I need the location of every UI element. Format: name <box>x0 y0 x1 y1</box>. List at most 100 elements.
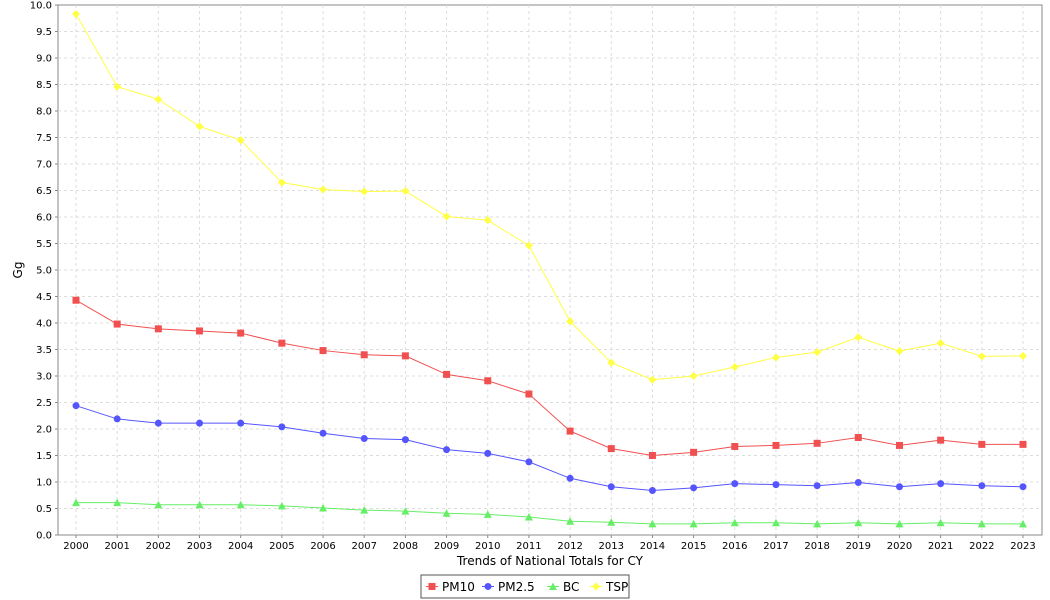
y-tick-label: 10.0 <box>30 1 52 12</box>
legend-item-tsp: TSP <box>590 580 628 594</box>
data-point-pm25 <box>813 482 821 490</box>
data-point-bc <box>854 518 863 527</box>
data-point-tsp <box>771 353 780 362</box>
series-line-bc <box>76 502 1023 525</box>
data-point-pm10 <box>978 440 986 448</box>
y-tick-label: 1.5 <box>36 451 52 462</box>
data-point-bc <box>319 503 328 512</box>
y-tick-label: 5.5 <box>36 239 52 250</box>
data-point-bc <box>977 519 986 528</box>
data-point-pm10 <box>813 439 821 447</box>
x-tick-label: 2006 <box>310 541 335 552</box>
data-point-bc <box>401 507 410 515</box>
data-point-pm10 <box>443 370 451 378</box>
y-tick-label: 9.5 <box>36 27 52 38</box>
data-point-pm25 <box>772 481 780 489</box>
series-line-pm10 <box>75 299 1023 457</box>
legend-marker-bc <box>549 582 557 590</box>
data-point-bc <box>730 518 739 527</box>
data-point-tsp <box>1019 351 1027 360</box>
x-tick-label: 2004 <box>228 541 253 552</box>
x-tick-label: 2014 <box>640 541 665 552</box>
data-point-pm10 <box>360 351 368 359</box>
y-tick-label: 4.5 <box>36 292 52 303</box>
data-point-tsp <box>689 372 698 380</box>
x-tick-label: 2018 <box>804 541 829 552</box>
data-point-pm25 <box>731 480 739 488</box>
data-point-tsp <box>195 122 204 131</box>
data-point-pm10 <box>731 442 739 450</box>
data-point-pm10 <box>401 352 409 360</box>
legend-item-pm10: PM10 <box>426 580 475 594</box>
data-point-pm25 <box>607 483 615 491</box>
series-tsp <box>72 10 1027 384</box>
x-tick-label: 2013 <box>599 541 624 552</box>
y-tick-label: 2.0 <box>36 425 52 436</box>
legend-item-bc: BC <box>547 580 579 594</box>
data-point-tsp <box>154 95 163 104</box>
data-point-pm10 <box>154 325 162 333</box>
series-line-pm25 <box>75 405 1024 491</box>
data-point-tsp <box>360 187 369 196</box>
data-point-pm25 <box>566 474 574 482</box>
data-point-bc <box>154 500 163 509</box>
data-point-tsp <box>895 347 904 356</box>
y-tick-label: 6.5 <box>36 186 52 197</box>
x-tick-label: 2019 <box>846 541 871 552</box>
data-point-pm10 <box>648 452 656 459</box>
data-point-tsp <box>936 339 945 348</box>
x-tick-label: 2003 <box>187 541 212 552</box>
data-point-pm10 <box>72 296 80 304</box>
data-point-pm25 <box>237 419 245 427</box>
axes: 0.0 0.5 1.0 1.5 2.0 2.5 3.0 3.5 4.0 4.5 5.0 5.5 6.0 6… <box>30 1 1036 553</box>
y-tick-label: 7.0 <box>36 160 52 171</box>
x-tick-label: 2017 <box>763 541 788 552</box>
legend-marker-pm10 <box>428 583 436 590</box>
y-tick-label: 3.0 <box>36 372 52 383</box>
y-tick-label: 5.0 <box>36 266 52 277</box>
data-point-pm25 <box>1019 483 1027 491</box>
data-point-bc <box>483 510 492 518</box>
data-point-bc <box>195 500 204 509</box>
data-point-pm10 <box>937 436 945 444</box>
data-point-tsp <box>566 317 575 326</box>
y-tick-label: 0.5 <box>36 504 52 515</box>
data-point-pm25 <box>484 449 492 457</box>
data-point-pm10 <box>113 320 121 328</box>
data-point-tsp <box>319 185 328 194</box>
x-tick-label: 2011 <box>516 541 541 552</box>
x-tick-label: 2022 <box>969 541 994 552</box>
grid-lines <box>57 4 1043 536</box>
y-tick-label: 9.0 <box>36 54 52 65</box>
legend-box <box>420 574 630 599</box>
data-point-pm25 <box>854 479 862 487</box>
data-point-pm10 <box>278 339 286 347</box>
y-tick-label: 8.5 <box>36 80 52 91</box>
legend-marker-tsp <box>592 582 600 591</box>
data-point-pm25 <box>978 482 986 490</box>
data-point-pm10 <box>237 329 245 337</box>
x-tick-label: 2000 <box>63 541 88 552</box>
data-point-pm25 <box>895 483 903 491</box>
legend-marker-pm25 <box>484 583 492 590</box>
x-tick-label: 2015 <box>681 541 706 552</box>
data-point-tsp <box>730 362 739 371</box>
x-tick-label: 2010 <box>475 541 500 552</box>
data-point-pm25 <box>113 415 121 423</box>
data-point-bc <box>360 506 369 514</box>
data-point-tsp <box>607 358 616 367</box>
data-point-pm25 <box>196 419 204 427</box>
y-axis-label: Gg <box>11 262 25 279</box>
data-point-pm10 <box>525 390 533 398</box>
data-point-bc <box>607 518 616 526</box>
data-point-bc <box>648 519 657 528</box>
data-point-pm25 <box>278 423 286 431</box>
data-point-bc <box>236 500 245 509</box>
data-point-pm10 <box>895 441 903 449</box>
data-point-pm10 <box>854 433 862 441</box>
data-point-pm10 <box>1019 440 1027 448</box>
x-tick-label: 2002 <box>146 541 171 552</box>
x-tick-label: 2005 <box>269 541 294 552</box>
